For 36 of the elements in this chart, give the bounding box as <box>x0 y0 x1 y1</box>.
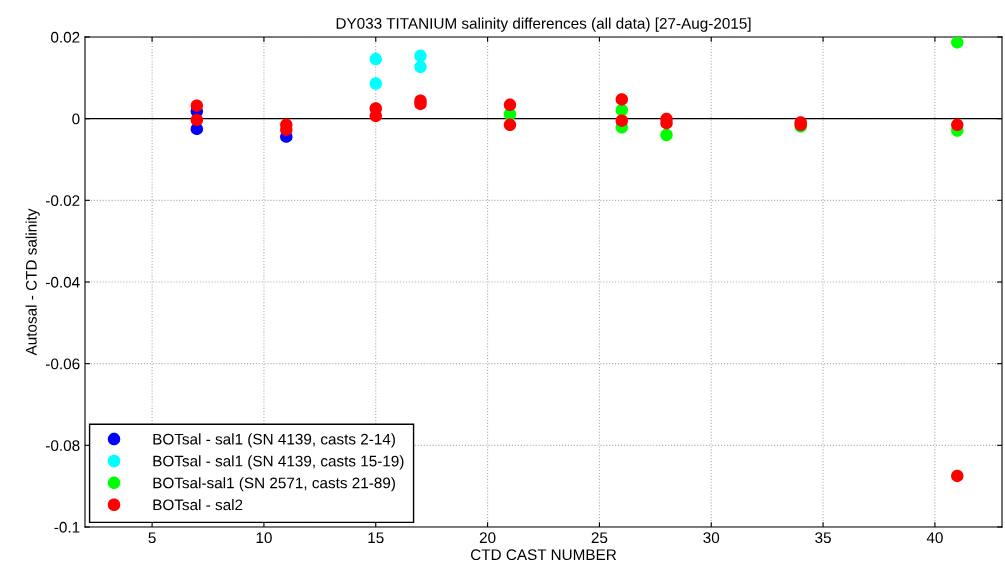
y-tick-label: -0.06 <box>46 358 80 370</box>
x-tick-label: 20 <box>479 532 496 544</box>
point <box>414 49 427 62</box>
point <box>660 128 673 142</box>
point <box>503 98 517 111</box>
y-tick-label: 0 <box>72 113 80 125</box>
point <box>951 37 964 49</box>
legend-label: BOTsal-sal1 (SN 2571, casts 21-89) <box>153 477 395 492</box>
chart-title: DY033 TITANIUM salinity differences (all data) [27-Aug-2015] <box>336 17 751 32</box>
y-tick-label: -0.08 <box>46 440 80 452</box>
point <box>190 113 204 127</box>
point <box>615 114 628 127</box>
x-tick-label: 5 <box>148 532 156 544</box>
x-tick-label: 40 <box>926 532 943 544</box>
legend-label: BOTsal - sal1 (SN 4139, casts 15-19) <box>153 455 404 470</box>
y-tick-label: 0.02 <box>51 31 80 43</box>
x-axis-title: CTD CAST NUMBER <box>470 549 617 561</box>
y-tick-label: -0.02 <box>46 195 80 207</box>
x-tick-label: 10 <box>256 532 272 544</box>
point <box>369 77 382 90</box>
x-tick-label: 15 <box>368 532 384 544</box>
point <box>190 99 204 112</box>
legend-label: BOTsal - sal2 <box>153 499 243 511</box>
point <box>951 469 964 483</box>
y-tick-label: -0.04 <box>46 276 80 288</box>
point <box>414 60 427 74</box>
y-tick-label: -0.1 <box>54 521 80 533</box>
point <box>951 118 964 131</box>
point <box>369 52 382 66</box>
x-tick-label: 25 <box>591 532 608 544</box>
point <box>503 118 517 131</box>
y-axis-title: Autosal - CTD salinity <box>25 208 40 356</box>
x-tick-label: 30 <box>703 532 720 544</box>
point <box>615 93 628 106</box>
legend-label: BOTsal - sal1 (SN 4139, casts 2-14) <box>153 433 395 448</box>
x-tick-label: 35 <box>815 532 831 544</box>
